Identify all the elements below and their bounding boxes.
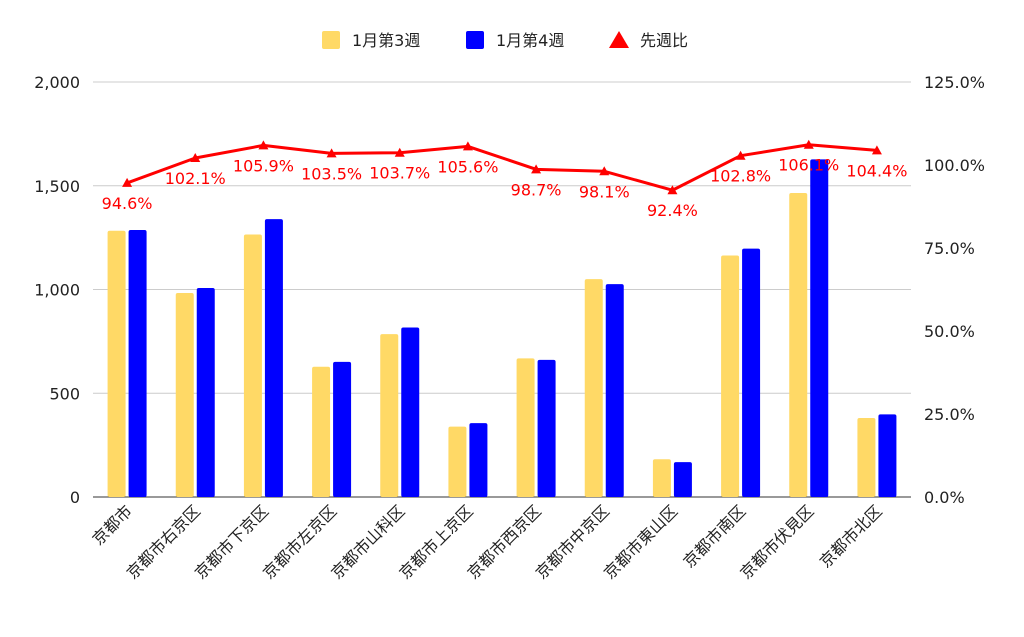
bar-week3	[652, 459, 671, 497]
line-point-marker	[190, 153, 201, 163]
right-axis-tick-label: 0.0%	[924, 488, 965, 507]
line-point-marker	[122, 177, 133, 187]
bar-week4	[401, 327, 420, 497]
line-data-label: 98.1%	[579, 182, 630, 201]
right-axis-tick-label: 100.0%	[924, 156, 985, 175]
line-data-label: 104.4%	[846, 161, 907, 180]
line-data-label: 105.9%	[233, 156, 294, 175]
bar-week3	[516, 358, 535, 497]
bar-week3	[721, 255, 740, 497]
category-label: 京都市伏見区	[736, 501, 817, 582]
line-point-marker	[531, 164, 542, 174]
bar-week4	[333, 361, 352, 497]
category-label: 京都市北区	[816, 501, 886, 571]
legend-swatch	[322, 31, 340, 49]
bar-week3	[312, 366, 331, 497]
line-data-label: 103.5%	[301, 164, 362, 183]
bar-week3	[857, 417, 876, 497]
bar-week4	[469, 423, 488, 497]
line-point-marker	[394, 147, 405, 157]
line-data-label: 102.8%	[710, 167, 771, 186]
bar-week4	[196, 288, 215, 497]
right-axis-tick-label: 50.0%	[924, 322, 975, 341]
line-point-marker	[258, 140, 269, 150]
line-data-label: 92.4%	[647, 201, 698, 220]
bar-week4	[878, 414, 897, 497]
line-data-label: 102.1%	[165, 169, 226, 188]
legend-swatch	[466, 31, 484, 49]
bar-week3	[584, 279, 603, 497]
bar-week4	[537, 359, 556, 497]
category-label: 京都市	[89, 501, 136, 548]
bar-week3	[107, 230, 126, 497]
left-axis-tick-label: 2,000	[34, 73, 80, 92]
line-data-label: 98.7%	[511, 180, 562, 199]
line-data-label: 103.7%	[369, 164, 430, 183]
left-axis-tick-label: 0	[70, 488, 80, 507]
right-axis-tick-label: 75.0%	[924, 239, 975, 258]
bar-week4	[810, 159, 829, 497]
line-data-label: 106.1%	[778, 156, 839, 175]
line-point-marker	[871, 145, 882, 155]
legend-label: 1月第4週	[496, 31, 564, 50]
bar-week4	[605, 284, 624, 497]
category-label: 京都市東山区	[600, 501, 681, 582]
left-axis-tick-label: 1,500	[34, 177, 80, 196]
line-point-marker	[803, 139, 814, 149]
bar-week4	[264, 219, 283, 497]
bar-week4	[742, 248, 761, 497]
bar-week4	[128, 229, 147, 497]
bar-week3	[448, 426, 467, 497]
line-data-label: 105.6%	[437, 157, 498, 176]
line-data-label: 94.6%	[102, 194, 153, 213]
bar-week4	[673, 462, 692, 497]
right-axis-tick-label: 25.0%	[924, 405, 975, 424]
legend-swatch	[609, 31, 629, 48]
line-wow-ratio	[126, 143, 878, 192]
line-point-marker	[462, 141, 473, 151]
bar-week3	[175, 293, 194, 497]
right-axis-tick-label: 125.0%	[924, 73, 985, 92]
legend-label: 1月第3週	[352, 31, 420, 50]
line-point-marker	[735, 150, 746, 160]
bar-week3	[789, 193, 808, 497]
bar-week3	[243, 234, 262, 497]
legend-label: 先週比	[640, 31, 688, 50]
left-axis-tick-label: 1,000	[34, 281, 80, 300]
left-axis-tick-label: 500	[49, 384, 80, 403]
line-point-marker	[599, 166, 610, 176]
line-point-marker	[326, 148, 337, 158]
bar-week3	[380, 334, 399, 497]
line-point-marker	[667, 185, 678, 195]
category-label: 京都市南区	[679, 501, 749, 571]
